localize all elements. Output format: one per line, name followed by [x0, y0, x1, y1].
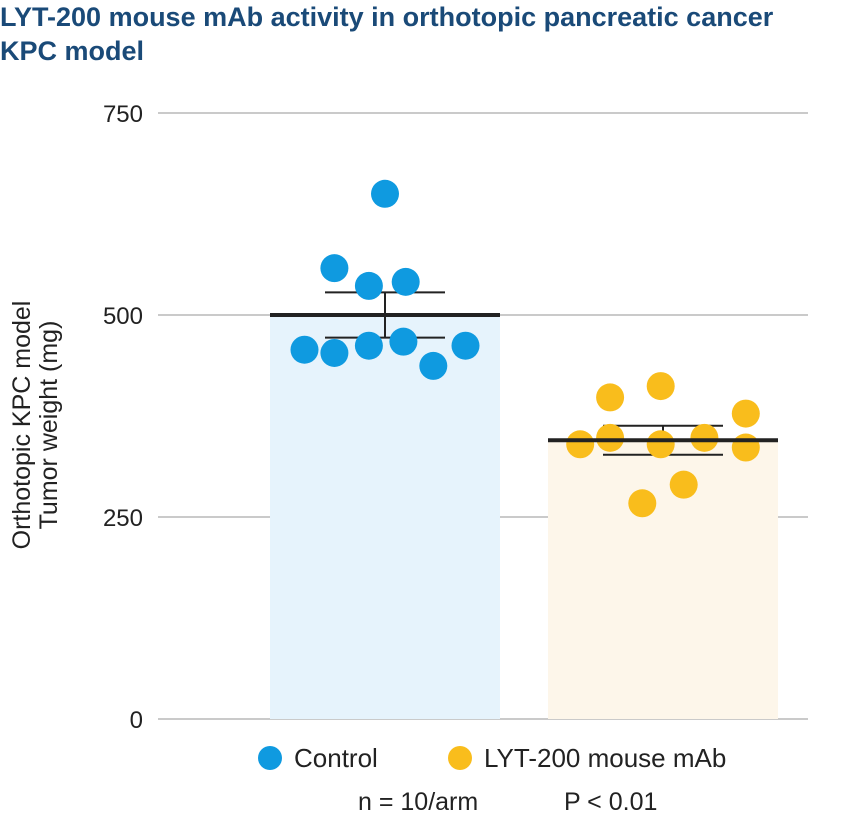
legend-item-control: Control [258, 738, 378, 778]
data-point-treatment-5 [646, 372, 675, 401]
p-value-note: P < 0.01 [564, 788, 658, 816]
data-point-treatment-6 [646, 430, 675, 459]
data-point-treatment-8 [690, 423, 719, 452]
bar-control [270, 315, 500, 719]
chart-title-line-2: KPC model [0, 36, 145, 66]
data-point-control-9 [419, 351, 448, 380]
data-point-treatment-10 [731, 433, 760, 462]
data-point-control-5 [290, 335, 319, 364]
y-tick-label-750: 750 [103, 101, 143, 128]
y-axis-label-line-2: Tumor weight (mg) [35, 321, 63, 530]
bar-treatment [548, 440, 778, 719]
data-point-treatment-9 [731, 399, 760, 428]
y-tick-label-250: 250 [103, 505, 143, 532]
chart-title: LYT-200 mouse mAb activity in orthotopic… [0, 0, 868, 68]
data-point-control-8 [389, 327, 418, 356]
y-tick-label-500: 500 [103, 303, 143, 330]
y-axis-label-line-1: Orthotopic KPC model [8, 301, 36, 550]
legend-label-control: Control [294, 742, 378, 773]
sample-size-note: n = 10/arm [358, 788, 479, 816]
legend-marker-control [258, 746, 282, 770]
data-point-control-2 [320, 254, 349, 283]
legend-marker-treatment [448, 746, 472, 770]
data-point-control-3 [354, 271, 383, 300]
data-point-treatment-3 [596, 423, 625, 452]
y-tick-label-0: 0 [130, 707, 143, 734]
data-point-control-7 [354, 331, 383, 360]
legend: Control LYT-200 mouse mAb [0, 738, 868, 778]
data-point-control-10 [451, 331, 480, 360]
data-point-treatment-7 [669, 470, 698, 499]
data-point-control-1 [371, 179, 399, 208]
chart-title-line-1: LYT-200 mouse mAb activity in orthotopic… [0, 2, 774, 32]
data-point-treatment-1 [566, 430, 595, 459]
data-point-control-6 [320, 338, 349, 367]
legend-item-treatment: LYT-200 mouse mAb [448, 738, 726, 778]
data-point-treatment-4 [628, 489, 657, 518]
data-point-treatment-2 [596, 383, 625, 412]
chart-area: 0 250 500 750 Orthotopic KPC model Tumor weig… [8, 101, 808, 734]
data-point-control-4 [391, 267, 420, 296]
legend-label-treatment: LYT-200 mouse mAb [484, 742, 727, 773]
